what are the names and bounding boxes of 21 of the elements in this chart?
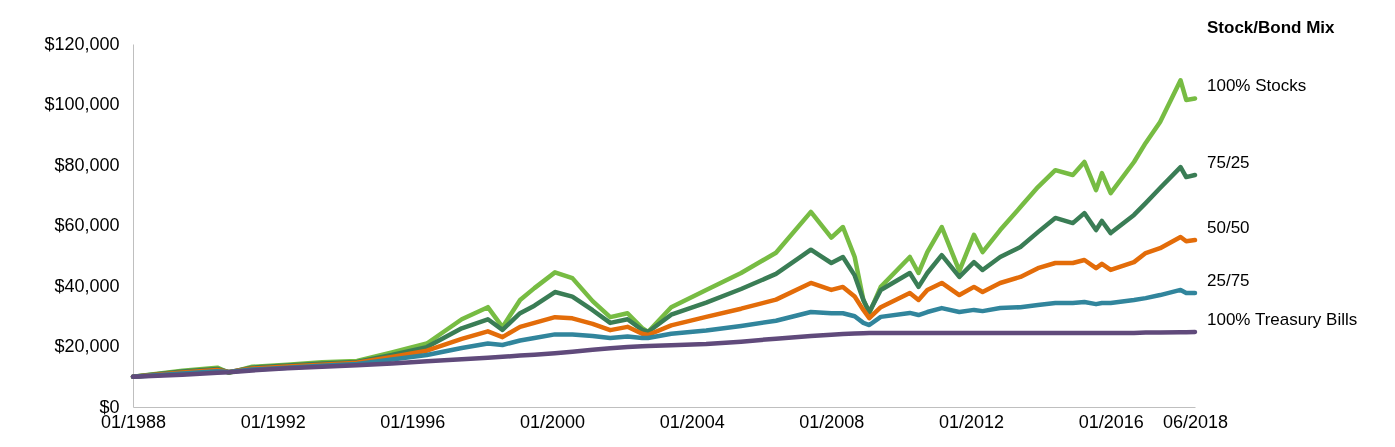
series-label: 100% Stocks [1207,76,1307,96]
legend-title: Stock/Bond Mix [1207,18,1336,37]
x-tick-label: 01/2004 [659,411,725,432]
x-tick-label: 01/2000 [519,411,586,432]
y-tick-label: $40,000 [54,275,120,296]
x-tick-label: 01/2016 [1078,411,1144,432]
x-tick-label: 06/2018 [1162,411,1229,432]
y-tick-label: $20,000 [54,336,120,356]
series-label: 100% Treasury Bills [1207,309,1358,329]
line-series [130,329,1198,379]
x-tick-label: 01/2008 [799,411,865,432]
y-tick-label: $120,000 [44,33,120,54]
series-label: 75/25 [1207,152,1250,172]
series-label: 50/50 [1207,218,1250,238]
series-label: 25/75 [1207,270,1250,290]
y-tick-label: $80,000 [54,154,120,175]
x-tick-label: 01/2012 [938,411,1005,432]
x-tick-label: 01/1996 [380,411,446,432]
y-tick-label: $60,000 [54,215,120,235]
x-tick-label: 01/1992 [240,411,306,432]
y-tick-label: $100,000 [44,94,120,114]
